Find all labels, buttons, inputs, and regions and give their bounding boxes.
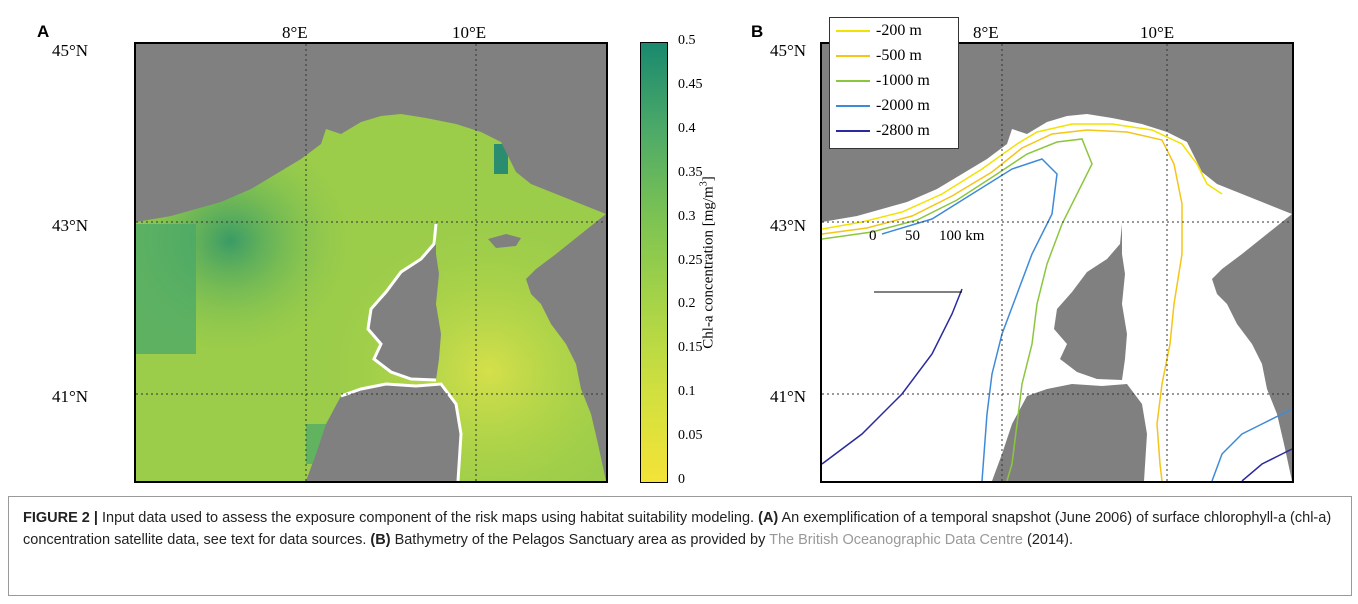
colorbar-label: Chl-a concentration [mg/m3] — [699, 113, 718, 413]
panel-a-lon-10e: 10°E — [452, 23, 486, 43]
legend-item: -2000 m — [830, 93, 958, 118]
panel-a-letter: A — [37, 22, 49, 42]
chl-a-map — [134, 42, 608, 483]
colorbar-tick: 0.45 — [678, 77, 703, 93]
caption-citation-link[interactable]: The British Oceanographic Data Centre — [769, 532, 1023, 548]
panel-b-lat-45n: 45°N — [770, 41, 806, 61]
legend-swatch — [836, 130, 870, 132]
panel-b-lat-41n: 41°N — [770, 387, 806, 407]
legend-label: -500 m — [876, 47, 922, 65]
dark-chl-patch — [136, 224, 196, 354]
panel-a-lat-45n: 45°N — [52, 41, 88, 61]
caption-b-label: (B) — [370, 532, 390, 548]
caption-a-label: (A) — [758, 510, 778, 526]
panel-b-letter: B — [751, 22, 763, 42]
caption-figure-label: FIGURE 2 | — [23, 510, 98, 526]
colorbar-tick: 0.3 — [678, 209, 696, 225]
panel-a-lat-41n: 41°N — [52, 387, 88, 407]
legend-swatch — [836, 55, 870, 57]
isobath-legend: -200 m -500 m -1000 m -2000 m -2800 m — [829, 17, 959, 149]
caption-text-4: (2014). — [1023, 532, 1073, 548]
figure-caption: FIGURE 2 | Input data used to assess the… — [8, 496, 1352, 596]
scale-end: 100 km — [939, 228, 984, 245]
panel-b-lon-8e: 8°E — [973, 23, 999, 43]
colorbar-tick: 0.05 — [678, 428, 703, 444]
legend-swatch — [836, 30, 870, 32]
panel-a-lon-8e: 8°E — [282, 23, 308, 43]
panel-b-lon-10e: 10°E — [1140, 23, 1174, 43]
scale-zero: 0 — [869, 228, 877, 245]
legend-label: -1000 m — [876, 72, 930, 90]
panel-a-lat-43n: 43°N — [52, 216, 88, 236]
colorbar-tick: 0.4 — [678, 121, 696, 137]
colorbar — [640, 42, 668, 483]
legend-item: -2800 m — [830, 118, 958, 143]
legend-item: -500 m — [830, 43, 958, 68]
colorbar-tick: 0 — [678, 472, 685, 488]
caption-text-3: Bathymetry of the Pelagos Sanctuary area… — [391, 532, 770, 548]
chl-a-map-svg — [136, 44, 606, 481]
colorbar-tick: 0.1 — [678, 384, 696, 400]
caption-text-1: Input data used to assess the exposure c… — [98, 510, 758, 526]
legend-swatch — [836, 80, 870, 82]
legend-label: -2000 m — [876, 97, 930, 115]
legend-swatch — [836, 105, 870, 107]
legend-label: -2800 m — [876, 122, 930, 140]
legend-label: -200 m — [876, 22, 922, 40]
legend-item: -1000 m — [830, 68, 958, 93]
scale-mid: 50 — [905, 228, 920, 245]
panel-b-lat-43n: 43°N — [770, 216, 806, 236]
colorbar-tick: 0.2 — [678, 296, 696, 312]
colorbar-tick: 0.5 — [678, 33, 696, 49]
legend-item: -200 m — [830, 18, 958, 43]
